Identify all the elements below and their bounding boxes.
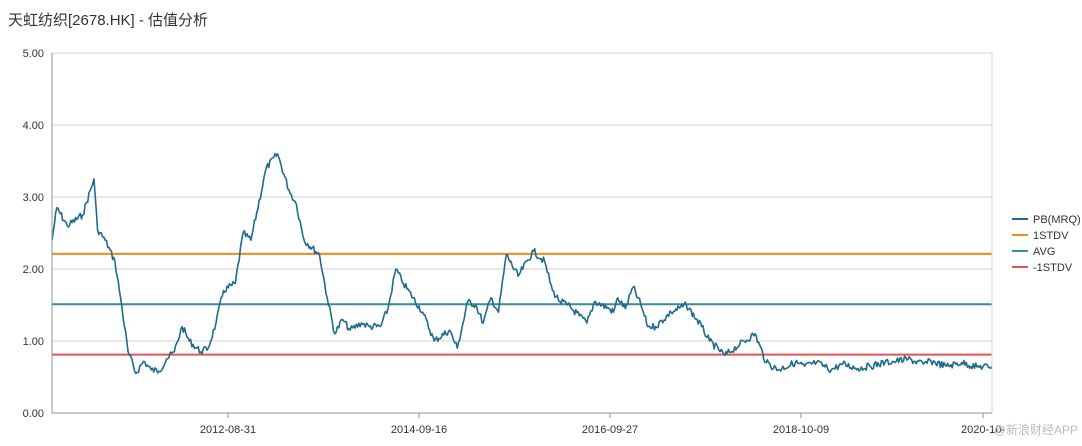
grid-lines <box>52 52 992 342</box>
legend-avg-label: AVG <box>1033 246 1055 258</box>
y-tick-label: 4.00 <box>23 120 44 132</box>
series-layer <box>51 152 993 375</box>
y-tick-label: 3.00 <box>23 192 44 204</box>
x-tick-label: 2014-09-16 <box>391 424 447 436</box>
watermark-text: @新浪财经APP <box>993 423 1078 437</box>
x-tick-label: 2020-10- <box>961 424 1005 436</box>
x-tick-label: 2012-08-31 <box>200 424 256 436</box>
reference-lines <box>52 252 992 356</box>
x-tick-label: 2018-10-09 <box>773 424 829 436</box>
y-tick-label: 0.00 <box>23 408 44 420</box>
y-tick-label: 1.00 <box>23 336 44 348</box>
legend-minus-one-stdv-label: -1STDV <box>1033 262 1073 274</box>
y-tick-label: 5.00 <box>23 48 44 60</box>
legend-one-stdv-label: 1STDV <box>1033 230 1069 242</box>
page-title: 天虹纺织[2678.HK] - 估值分析 <box>8 12 209 29</box>
axes: 0.00 1.00 2.00 3.00 4.00 5.00 2012-08-31 2014-0… <box>23 48 1006 436</box>
legend-pb-mrq-label: PB(MRQ) <box>1033 214 1081 226</box>
x-tick-label: 2016-09-27 <box>582 424 638 436</box>
pb-mrq-line <box>51 152 993 375</box>
legend: PB(MRQ) 1STDV AVG -1STDV <box>1012 214 1081 274</box>
y-tick-label: 2.00 <box>23 264 44 276</box>
